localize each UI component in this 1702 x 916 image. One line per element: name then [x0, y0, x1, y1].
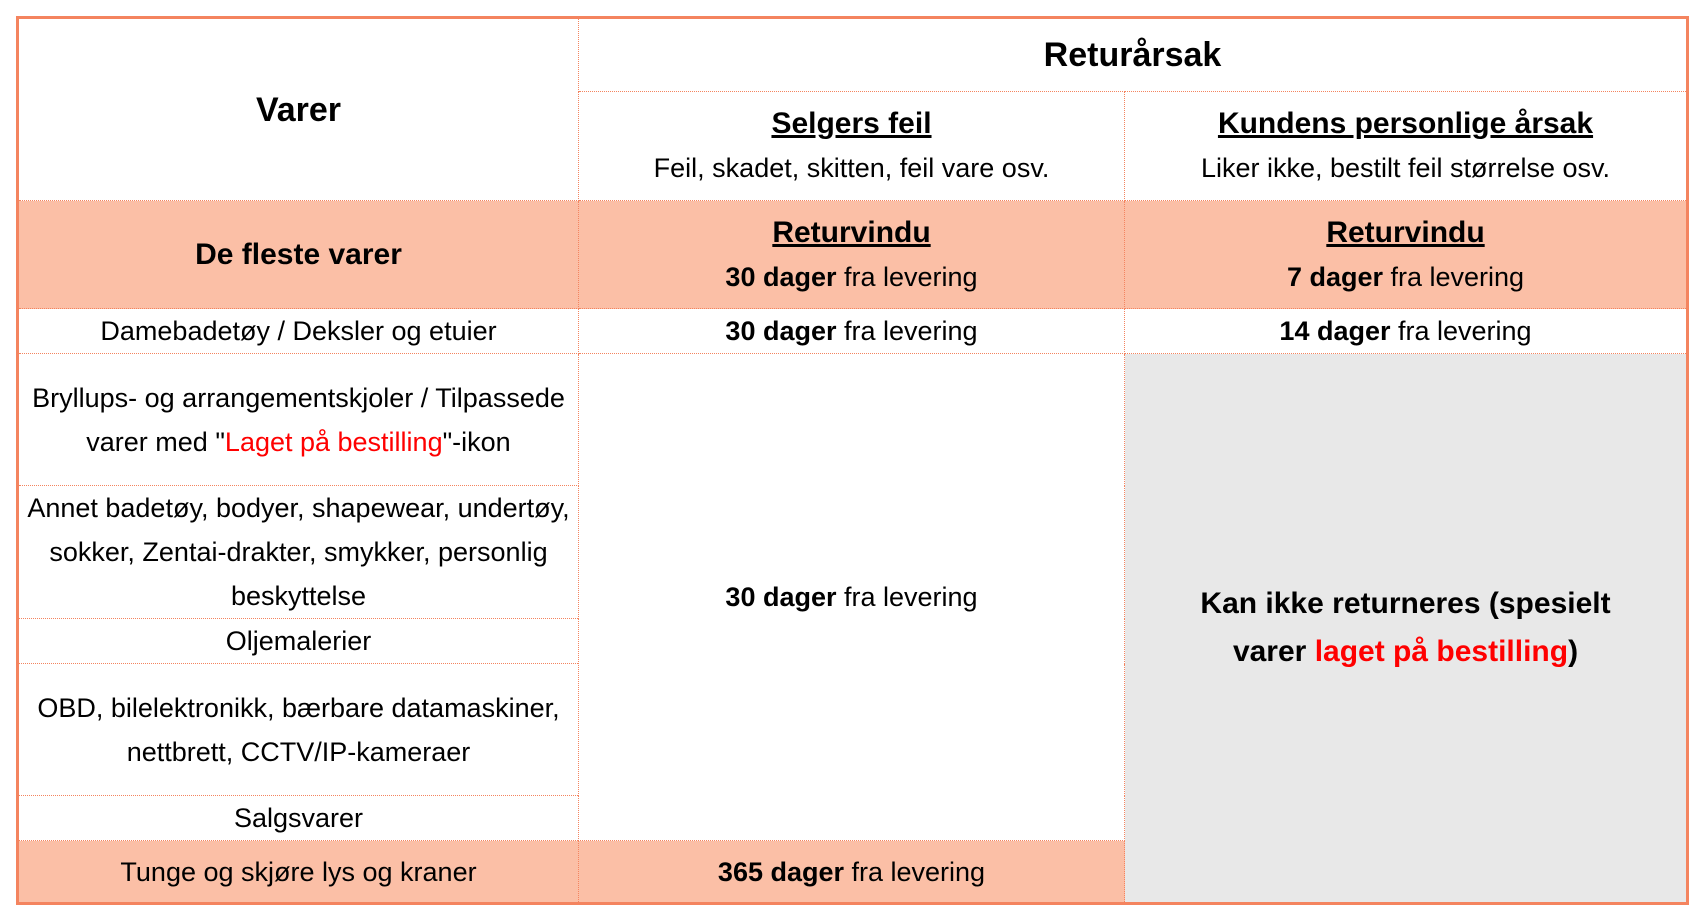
no-return-cell: Kan ikke returneres (spesielt varer lage…: [1124, 353, 1688, 904]
customer-reason-desc: Liker ikke, bestilt feil størrelse osv.: [1200, 153, 1611, 183]
table-row: Damebadetøy / Deksler og etuier 30 dager…: [17, 308, 1688, 354]
seller-fault-desc: Feil, skadet, skitten, feil vare osv.: [653, 153, 1050, 183]
table-row: Bryllups- og arrangementskjoler / Tilpas…: [17, 353, 1688, 904]
return-window-value: 30 dager fra levering: [725, 261, 978, 292]
most-items-label: De fleste varer: [17, 200, 579, 309]
table-row: OBD, bilelektronikk, bærbare datamaskine…: [17, 663, 1688, 796]
varer-header: Varer: [17, 17, 579, 201]
seller-fault-header: Selgers feil Feil, skadet, skitten, feil…: [578, 91, 1125, 201]
seller-window: 30 dager fra levering: [578, 308, 1125, 354]
item-label: Salgsvarer: [17, 795, 579, 841]
item-label: Bryllups- og arrangementskjoler / Tilpas…: [17, 353, 579, 486]
seller-window-group: 30 dager fra levering: [578, 353, 1125, 841]
seller-window: 365 dager fra levering: [578, 840, 1125, 904]
item-label: OBD, bilelektronikk, bærbare datamaskine…: [17, 663, 579, 796]
item-label: Annet badetøy, bodyer, shapewear, undert…: [17, 485, 579, 619]
return-window-title: Returvindu: [772, 215, 931, 249]
customer-reason-header: Kundens personlige årsak Liker ikke, bes…: [1124, 91, 1688, 201]
customer-window: 14 dager fra levering: [1124, 308, 1688, 354]
table-row: Oljemalerier: [17, 618, 1688, 664]
return-window-value: 7 dager fra levering: [1286, 261, 1525, 292]
return-policy-table: Varer Returårsak Selgers feil Feil, skad…: [16, 16, 1689, 905]
returarsak-header: Returårsak: [578, 17, 1688, 92]
customer-reason-title: Kundens personlige årsak: [1217, 107, 1594, 140]
table-row: Salgsvarer: [17, 795, 1688, 841]
table-row: Tunge og skjøre lys og kraner 365 dager …: [17, 840, 1688, 904]
seller-fault-title: Selgers feil: [771, 107, 932, 140]
item-label: Tunge og skjøre lys og kraner: [17, 840, 579, 904]
item-label: Damebadetøy / Deksler og etuier: [17, 308, 579, 354]
return-window-title: Returvindu: [1326, 215, 1485, 249]
most-items-seller: Returvindu 30 dager fra levering: [578, 200, 1125, 309]
most-items-customer: Returvindu 7 dager fra levering: [1124, 200, 1688, 309]
item-label: Oljemalerier: [17, 618, 579, 664]
table-row: Annet badetøy, bodyer, shapewear, undert…: [17, 485, 1688, 619]
table-row: De fleste varer Returvindu 30 dager fra …: [17, 200, 1688, 309]
